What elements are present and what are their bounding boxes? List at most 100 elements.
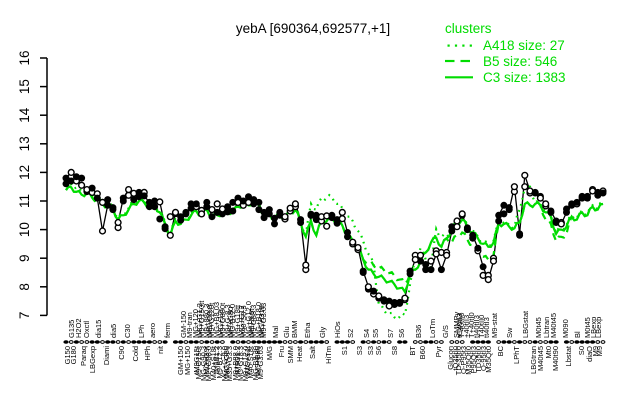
svg-text:Glu: Glu — [282, 326, 291, 338]
svg-text:S3: S3 — [355, 346, 364, 355]
svg-text:tM9G1.2: tM9G1.2 — [233, 346, 242, 375]
svg-text:M9: M9 — [595, 346, 604, 356]
svg-text:T-40tII0: T-40tII0 — [457, 313, 466, 338]
svg-text:MB+880.3: MB+880.3 — [202, 304, 211, 338]
svg-text:G/S: G/S — [441, 325, 450, 338]
svg-text:7: 7 — [17, 312, 32, 320]
svg-text:C30: C30 — [123, 324, 132, 338]
svg-text:tMG+12t: tMG+12t — [216, 308, 225, 338]
svg-text:Q-P95t3: Q-P95t3 — [459, 346, 468, 374]
svg-text:16: 16 — [17, 50, 32, 65]
svg-text:Oxctl: Oxctl — [82, 321, 91, 338]
svg-text:S6: S6 — [374, 346, 383, 355]
svg-text:M9-G3.03: M9-G3.03 — [256, 346, 265, 379]
svg-text:LBexp: LBexp — [594, 317, 603, 338]
svg-text:MG+150: MG+150 — [183, 346, 192, 375]
svg-text:M35QtI0: M35QtI0 — [464, 346, 473, 375]
svg-text:tMG+G80: tMG+G80 — [222, 346, 231, 379]
svg-text:MG+G12.0: MG+G12.0 — [244, 301, 253, 338]
svg-text:M9+B88.0: M9+B88.0 — [231, 346, 240, 380]
svg-text:Lbtran: Lbtran — [542, 317, 551, 338]
svg-text:11: 11 — [17, 194, 32, 208]
svg-text:nit: nit — [156, 345, 165, 354]
svg-text:tI40tII3: tI40tII3 — [472, 315, 481, 338]
svg-text:M9: M9 — [591, 346, 600, 356]
svg-text:T40tII0: T40tII0 — [477, 315, 486, 338]
svg-text:H2O2: H2O2 — [74, 318, 83, 338]
svg-text:tM9G15t: tM9G15t — [192, 345, 201, 375]
svg-text:tM9+G80: tM9+G80 — [226, 307, 235, 338]
svg-text:M9+G120t: M9+G120t — [207, 302, 216, 338]
svg-text:Etha: Etha — [303, 322, 312, 338]
svg-text:tt40tI3: tt40tI3 — [482, 317, 491, 338]
svg-text:M9-B12.3: M9-B12.3 — [215, 346, 224, 379]
svg-text:M9-tran: M9-tran — [185, 312, 194, 338]
svg-text:M090: M090 — [561, 319, 570, 338]
svg-text:C90: C90 — [117, 346, 126, 360]
svg-text:M9+G3.03: M9+G3.03 — [259, 303, 268, 338]
svg-text:14: 14 — [17, 107, 32, 123]
svg-text:S6: S6 — [397, 329, 406, 338]
svg-text:Fru: Fru — [277, 346, 286, 357]
svg-text:13: 13 — [17, 136, 32, 151]
svg-text:C3 size: 1383: C3 size: 1383 — [483, 70, 566, 85]
svg-text:MG+G-8.0: MG+G-8.0 — [220, 346, 229, 381]
svg-text:tMG+G18: tMG+G18 — [257, 305, 266, 338]
svg-text:aero: aero — [148, 323, 157, 338]
svg-text:Paraq: Paraq — [79, 346, 88, 366]
svg-text:yebA [690364,692577,+1]: yebA [690364,692577,+1] — [236, 21, 390, 36]
svg-text:Glucon: Glucon — [446, 346, 455, 370]
svg-text:M40+S18t: M40+S18t — [209, 345, 218, 380]
svg-text:S0: S0 — [577, 346, 586, 355]
svg-text:M9+G18tt: M9+G18tt — [233, 304, 242, 338]
svg-text:GM+150: GM+150 — [176, 346, 185, 375]
svg-text:dia15: dia15 — [94, 320, 103, 338]
svg-text:Bl: Bl — [573, 331, 582, 338]
svg-text:SMMPy: SMMPy — [452, 312, 461, 339]
svg-text:B36: B36 — [414, 325, 423, 338]
svg-text:A418 size: 27: A418 size: 27 — [483, 38, 565, 53]
svg-text:dia5: dia5 — [109, 324, 118, 338]
svg-text:M0t45: M0t45 — [583, 317, 592, 338]
svg-text:TD35tI0: TD35tI0 — [474, 346, 483, 373]
svg-text:Gly: Gly — [318, 327, 327, 339]
svg-text:S7: S7 — [386, 329, 395, 338]
svg-text:Cold: Cold — [131, 346, 140, 361]
svg-text:M0t45: M0t45 — [534, 317, 543, 338]
svg-text:B5 size: 546: B5 size: 546 — [483, 54, 557, 69]
svg-text:TD-35tI0: TD-35tI0 — [454, 346, 463, 375]
svg-text:tM9B1.2: tM9B1.2 — [212, 346, 221, 374]
svg-text:M9-stat: M9-stat — [490, 312, 499, 338]
svg-text:Salt: Salt — [308, 345, 317, 359]
svg-text:LBGstat: LBGstat — [521, 310, 530, 338]
svg-text:tM9+B80: tM9+B80 — [253, 346, 262, 376]
svg-text:15: 15 — [17, 79, 32, 94]
svg-text:Pyr: Pyr — [434, 345, 443, 357]
svg-text:M40t45: M40t45 — [549, 313, 558, 338]
svg-text:S5: S5 — [371, 329, 380, 338]
svg-text:10: 10 — [17, 222, 32, 237]
svg-text:diaO: diaO — [585, 346, 594, 362]
svg-text:M40t45: M40t45 — [536, 346, 545, 371]
svg-text:S8: S8 — [390, 346, 399, 355]
svg-text:clusters: clusters — [445, 21, 492, 36]
svg-text:tMG+G9t: tMG+G9t — [202, 345, 211, 377]
svg-text:M9+G150tt: M9+G150tt — [197, 300, 206, 338]
svg-text:tMG+S1t: tMG+S1t — [243, 345, 252, 376]
svg-text:M40t90: M40t90 — [551, 346, 560, 371]
svg-text:SMM: SMM — [286, 346, 295, 364]
svg-text:S3: S3 — [366, 346, 375, 355]
svg-text:tM9+8.0t: tM9+8.0t — [247, 308, 256, 338]
svg-text:BT: BT — [408, 346, 417, 356]
svg-text:M40-S8.3: M40-S8.3 — [239, 305, 248, 338]
svg-text:LoTm: LoTm — [428, 319, 437, 338]
svg-text:G135: G135 — [67, 320, 76, 338]
svg-text:LBexp: LBexp — [589, 317, 598, 338]
svg-text:S1: S1 — [340, 346, 349, 355]
svg-text:Q-95tI3: Q-95tI3 — [479, 346, 488, 371]
svg-text:MG-B8.30: MG-B8.30 — [251, 346, 260, 380]
svg-text:G180: G180 — [69, 346, 78, 364]
svg-text:LPh: LPh — [137, 325, 146, 338]
svg-text:S4: S4 — [362, 329, 371, 338]
svg-text:M9+G12.0: M9+G12.0 — [241, 346, 250, 381]
